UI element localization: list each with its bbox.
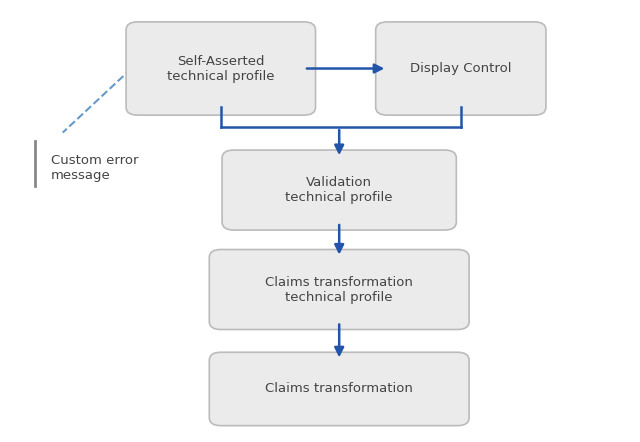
Text: Self-Asserted
technical profile: Self-Asserted technical profile xyxy=(167,54,275,83)
FancyBboxPatch shape xyxy=(126,22,316,115)
Text: Display Control: Display Control xyxy=(410,62,511,75)
FancyBboxPatch shape xyxy=(222,150,456,230)
Text: Custom error
message: Custom error message xyxy=(51,154,139,182)
Text: Claims transformation: Claims transformation xyxy=(265,382,413,396)
Text: Claims transformation
technical profile: Claims transformation technical profile xyxy=(265,275,413,304)
Text: Validation
technical profile: Validation technical profile xyxy=(285,176,393,204)
FancyBboxPatch shape xyxy=(209,352,469,426)
FancyBboxPatch shape xyxy=(209,249,469,330)
FancyBboxPatch shape xyxy=(376,22,546,115)
